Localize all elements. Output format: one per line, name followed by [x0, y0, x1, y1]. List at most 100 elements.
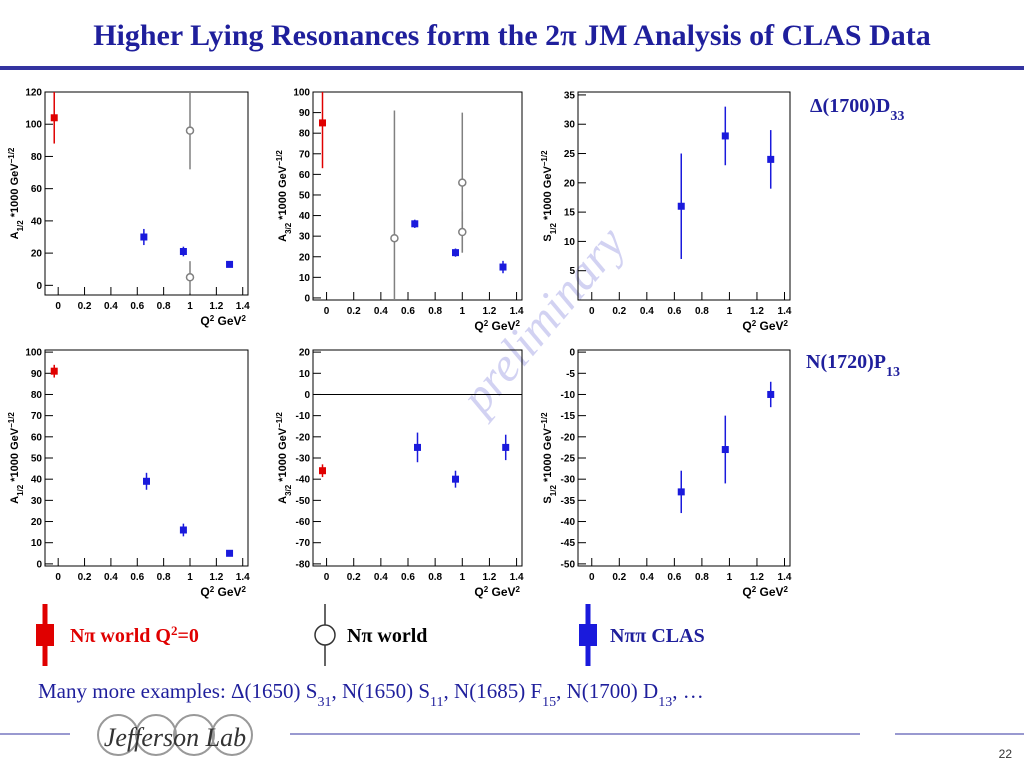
- note: Many more examples: Δ(1650) S31, N(1650)…: [38, 679, 704, 710]
- y-tick-label: -40: [561, 517, 576, 528]
- y-tick-label: 5: [569, 266, 575, 277]
- y-axis-label-part: 1/2: [549, 223, 558, 235]
- legend-label-part: Nπ world: [347, 625, 427, 647]
- x-axis-label-part: GeV: [488, 319, 515, 333]
- point: [677, 488, 685, 496]
- slide-title: Higher Lying Resonances form the 2π JM A…: [93, 19, 931, 52]
- resonance-label-part: Δ(1700)D: [810, 95, 890, 117]
- y-tick-label: 20: [299, 348, 311, 359]
- y-tick-label: 80: [31, 390, 43, 401]
- x-tick-label: 1.2: [209, 572, 223, 583]
- y-tick-label: 10: [564, 237, 576, 248]
- x-tick-label: 0.4: [640, 306, 654, 317]
- legend-label-part: =0: [177, 625, 198, 647]
- x-tick-label: 0.2: [612, 572, 626, 583]
- legend-glyph: [314, 624, 336, 646]
- x-tick-label: 0.4: [640, 572, 654, 583]
- x-tick-label: 0: [589, 572, 595, 583]
- y-tick-label: -70: [296, 538, 311, 549]
- x-tick-label: 1: [187, 301, 193, 312]
- point: [452, 249, 459, 257]
- y-axis-label-part: 1/2: [16, 484, 25, 496]
- y-tick-label: 60: [299, 170, 311, 181]
- x-axis-label-part: GeV: [488, 585, 515, 599]
- x-tick-label: 0.2: [612, 306, 626, 317]
- point: [458, 178, 467, 187]
- logo-text: Jefferson Lab: [104, 723, 246, 752]
- y-tick-label: 20: [299, 252, 311, 263]
- y-axis-label-part: A: [277, 496, 289, 504]
- x-tick-label: 0.6: [130, 572, 144, 583]
- y-axis-label-part: 1/2: [549, 485, 558, 497]
- resonance-label: N(1720)P13: [806, 351, 900, 380]
- plot-frame: [312, 91, 523, 301]
- y-axis-label-part: A: [277, 234, 289, 242]
- y-axis-label-part: *1000 GeV: [277, 165, 289, 223]
- y-tick-label: 100: [293, 88, 310, 99]
- y-tick-label: 40: [31, 216, 43, 227]
- point: [767, 390, 775, 398]
- y-axis-label-part: −1/2: [7, 412, 16, 428]
- y-axis-label-part: S: [542, 496, 554, 503]
- y-tick-label: 70: [299, 149, 311, 160]
- x-tick-label: 0: [324, 572, 330, 583]
- legend-glyph: [579, 624, 597, 646]
- y-tick-label: -20: [296, 432, 311, 443]
- point: [319, 467, 326, 475]
- x-tick-label: 1.2: [482, 572, 496, 583]
- point: [319, 119, 326, 127]
- y-tick-label: -15: [561, 411, 576, 422]
- point: [226, 260, 234, 268]
- y-tick-label: 100: [25, 348, 42, 359]
- y-axis-label-part: S: [542, 234, 554, 241]
- point: [414, 443, 421, 451]
- legend-glyph: [36, 624, 54, 646]
- x-axis-label: Q2 GeV2: [474, 585, 520, 600]
- y-tick-label: 0: [304, 293, 310, 304]
- point: [499, 263, 507, 271]
- note-part: , N(1700) D: [556, 679, 658, 703]
- y-tick-label: 25: [564, 149, 576, 160]
- x-tick-label: 0.8: [157, 301, 171, 312]
- x-tick-label: 1.4: [236, 572, 250, 583]
- y-tick-label: 80: [31, 152, 43, 163]
- y-tick-label: 40: [31, 475, 43, 486]
- y-tick-label: 10: [299, 369, 311, 380]
- y-axis-label: A1/2 *1000 GeV−1/2: [7, 147, 25, 239]
- x-tick-label: 1.2: [482, 306, 496, 317]
- x-tick-label: 0.8: [428, 572, 442, 583]
- y-tick-label: 70: [31, 411, 43, 422]
- x-tick-label: 0.6: [667, 572, 681, 583]
- point: [390, 233, 399, 243]
- title-rule: [0, 66, 1024, 70]
- x-tick-label: 0.4: [104, 301, 118, 312]
- x-tick-label: 0.4: [374, 572, 388, 583]
- point: [185, 126, 195, 135]
- y-tick-label: 40: [299, 211, 311, 222]
- note-part: 15: [542, 695, 556, 710]
- y-tick-label: 0: [569, 348, 575, 359]
- y-axis-label-part: *1000 GeV: [542, 428, 554, 486]
- y-tick-label: -80: [296, 559, 311, 570]
- note-part: , …: [672, 679, 704, 703]
- logo: Jefferson Lab: [97, 714, 253, 756]
- x-tick-label: 0.6: [401, 306, 415, 317]
- y-tick-label: -30: [561, 475, 576, 486]
- y-tick-label: 10: [299, 273, 311, 284]
- point: [140, 233, 148, 241]
- x-tick-label: 1: [727, 572, 733, 583]
- y-tick-label: 20: [564, 178, 576, 189]
- y-tick-label: 20: [31, 249, 43, 260]
- x-axis-label: Q2 GeV2: [742, 319, 788, 334]
- y-tick-label: 120: [25, 88, 42, 99]
- x-axis-label-part: 2: [784, 585, 789, 594]
- y-tick-label: 0: [36, 281, 42, 292]
- x-axis-label: Q2 GeV2: [200, 585, 246, 600]
- x-axis-label-part: Q: [200, 314, 209, 328]
- y-tick-label: 80: [299, 129, 311, 140]
- plot-frame: [577, 91, 791, 301]
- y-axis-label-part: 1/2: [16, 220, 25, 232]
- y-axis-label: A3/2 *1000 GeV−1/2: [275, 150, 293, 242]
- y-tick-label: 10: [31, 538, 43, 549]
- x-axis-label: Q2 GeV2: [474, 319, 520, 334]
